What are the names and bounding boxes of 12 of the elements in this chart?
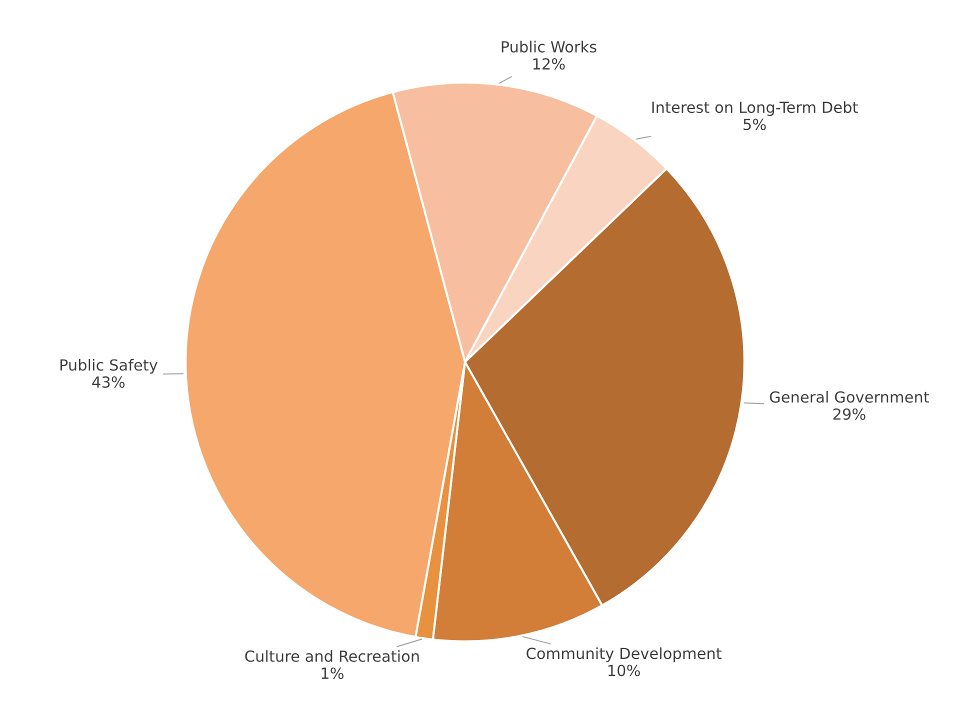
data-label: 12%: [533, 58, 565, 70]
data-label: 10%: [608, 664, 640, 676]
slice-label: Culture and Recreation: [245, 650, 419, 662]
slice-label: Community Development: [526, 647, 722, 662]
slice-label: General Government: [770, 390, 930, 403]
data-label: 5%: [744, 118, 766, 130]
data-label: 1%: [322, 667, 344, 680]
slice-label: Public Works: [502, 40, 596, 53]
data-label: 29%: [833, 408, 866, 420]
slice-label: Public Safety: [60, 358, 158, 374]
data-label: 43%: [92, 376, 125, 388]
slice-label: Interest on Long-Term Debt: [652, 101, 858, 116]
